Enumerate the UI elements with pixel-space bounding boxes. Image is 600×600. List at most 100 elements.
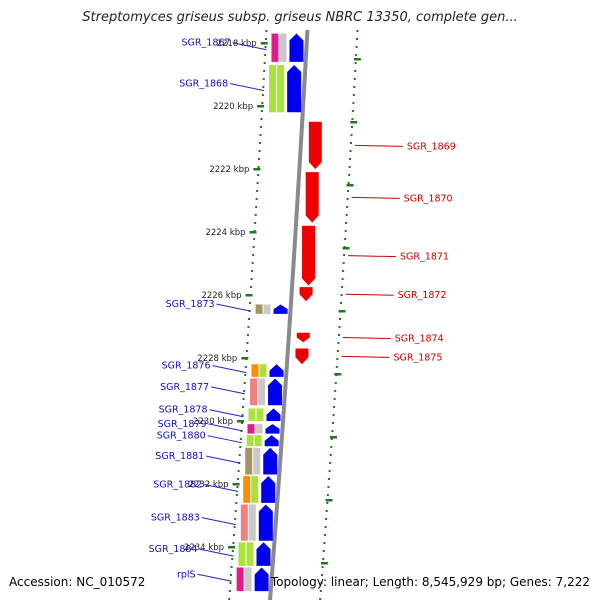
gene-arrow-sgr_1877[interactable] [268, 378, 283, 406]
gene-arrow-sgr_1878[interactable] [266, 408, 281, 421]
guide-dot [231, 550, 234, 552]
gene-arrow-sgr_1873[interactable] [273, 304, 288, 314]
cog-bar [243, 476, 251, 503]
gene-label-sgr_1874[interactable]: SGR_1874 [395, 334, 444, 345]
gene-arrow-sgr_1869[interactable] [308, 121, 322, 169]
gene-arrow-sgr_1881[interactable] [263, 447, 278, 475]
guide-dot [242, 406, 245, 408]
gene-label-sgr_1877[interactable]: SGR_1877 [160, 382, 209, 393]
ruler-tick [237, 420, 245, 423]
gene-label-leader [209, 409, 244, 418]
guide-dot [354, 62, 357, 64]
guide-dot [350, 142, 353, 144]
guide-dot [322, 558, 325, 560]
gene-label-sgr_1884[interactable]: SGR_1884 [149, 544, 198, 555]
gene-label-rpls[interactable]: rplS [177, 569, 196, 580]
gene-arrow-sgr_1872[interactable] [299, 287, 313, 302]
reverse-genes: SGR_1869 SGR_1870 SGR_1871 SGR_1872 SGR_1874… [295, 121, 456, 365]
guide-dot [319, 590, 322, 592]
gene-label-sgr_1881[interactable]: SGR_1881 [155, 451, 204, 462]
gene-label-sgr_1870[interactable]: SGR_1870 [404, 193, 453, 204]
gene-label-sgr_1869[interactable]: SGR_1869 [407, 141, 456, 152]
ruler-tick [232, 483, 240, 486]
guide-dot [235, 494, 238, 496]
guide-dot [265, 30, 268, 32]
cog-bar [256, 408, 264, 421]
ruler-tick [325, 499, 333, 502]
gene-arrow-sgr_1868[interactable] [287, 65, 302, 113]
guide-dot [331, 430, 334, 432]
cog-bar [271, 33, 279, 62]
guide-dot [326, 502, 329, 504]
gene-label-sgr_1880[interactable]: SGR_1880 [157, 431, 206, 442]
guide-dot [251, 262, 254, 264]
gene-label-sgr_1868[interactable]: SGR_1868 [179, 79, 228, 90]
gene-label-leader [206, 455, 241, 464]
guide-dot [325, 518, 328, 520]
gene-arrow-sgr_1882[interactable] [261, 476, 276, 503]
guide-dot [237, 478, 240, 480]
gene-label-sgr_1867[interactable]: SGR_1867 [182, 38, 231, 49]
guide-dot [321, 574, 324, 576]
gene-label-leader [216, 303, 251, 312]
guide-dot [233, 526, 236, 528]
gene-arrow-rpls[interactable] [254, 567, 269, 592]
cog-bar [247, 424, 255, 434]
guide-dot [234, 518, 237, 520]
gene-arrow-sgr_1874[interactable] [296, 332, 310, 343]
gene-arrow-sgr_1870[interactable] [305, 172, 319, 223]
guide-dot [235, 502, 238, 504]
ruler-tick [330, 436, 338, 439]
gene-label-sgr_1873[interactable]: SGR_1873 [166, 299, 215, 310]
guide-dot [261, 94, 264, 96]
guide-dot [259, 126, 262, 128]
gene-label-leader [210, 386, 246, 395]
gene-label-sgr_1871[interactable]: SGR_1871 [400, 252, 449, 263]
guide-dot [319, 598, 322, 600]
guide-dot [230, 574, 233, 576]
ruler-tick [253, 168, 261, 171]
guide-dot [336, 350, 339, 352]
guide-dot [329, 454, 332, 456]
gene-arrow-sgr_1867[interactable] [289, 33, 304, 62]
gene-label-sgr_1882[interactable]: SGR_1882 [153, 480, 202, 491]
guide-dot [340, 302, 343, 304]
guide-dot [349, 158, 352, 160]
guide-dot [331, 422, 334, 424]
guide-dot [355, 46, 358, 48]
gene-label-sgr_1879[interactable]: SGR_1879 [158, 419, 207, 430]
guide-dot [329, 462, 332, 464]
gene-label-sgr_1878[interactable]: SGR_1878 [159, 405, 208, 416]
cog-bar [279, 33, 287, 62]
guide-dot [354, 70, 357, 72]
guide-dot [323, 542, 326, 544]
guide-dot [253, 238, 256, 240]
guide-dot [352, 94, 355, 96]
guide-dot [246, 342, 249, 344]
guide-dot [347, 190, 350, 192]
guide-dot [330, 438, 333, 440]
guide-dot [244, 374, 247, 376]
gene-label-sgr_1883[interactable]: SGR_1883 [151, 513, 200, 524]
gene-arrow-sgr_1875[interactable] [295, 348, 309, 365]
gene-label-sgr_1876[interactable]: SGR_1876 [162, 361, 211, 372]
gene-label-sgr_1872[interactable]: SGR_1872 [398, 290, 447, 301]
gene-arrow-sgr_1879[interactable] [265, 424, 280, 434]
guide-dot [257, 174, 260, 176]
guide-dot [350, 126, 353, 128]
gene-label-sgr_1875[interactable]: SGR_1875 [393, 352, 442, 363]
gene-arrow-sgr_1871[interactable] [302, 225, 316, 286]
gene-arrow-sgr_1883[interactable] [258, 504, 273, 541]
gene-arrow-sgr_1884[interactable] [256, 542, 271, 566]
page-title: Streptomyces griseus subsp. griseus NBRC… [82, 10, 518, 25]
guide-dot [348, 174, 351, 176]
guide-dot [349, 150, 352, 152]
cog-bar [248, 408, 256, 421]
gene-arrow-sgr_1880[interactable] [264, 435, 279, 447]
guide-dot [332, 414, 335, 416]
ruler-tick [260, 42, 268, 45]
gene-arrow-sgr_1876[interactable] [269, 364, 284, 377]
cog-bar [251, 476, 259, 503]
